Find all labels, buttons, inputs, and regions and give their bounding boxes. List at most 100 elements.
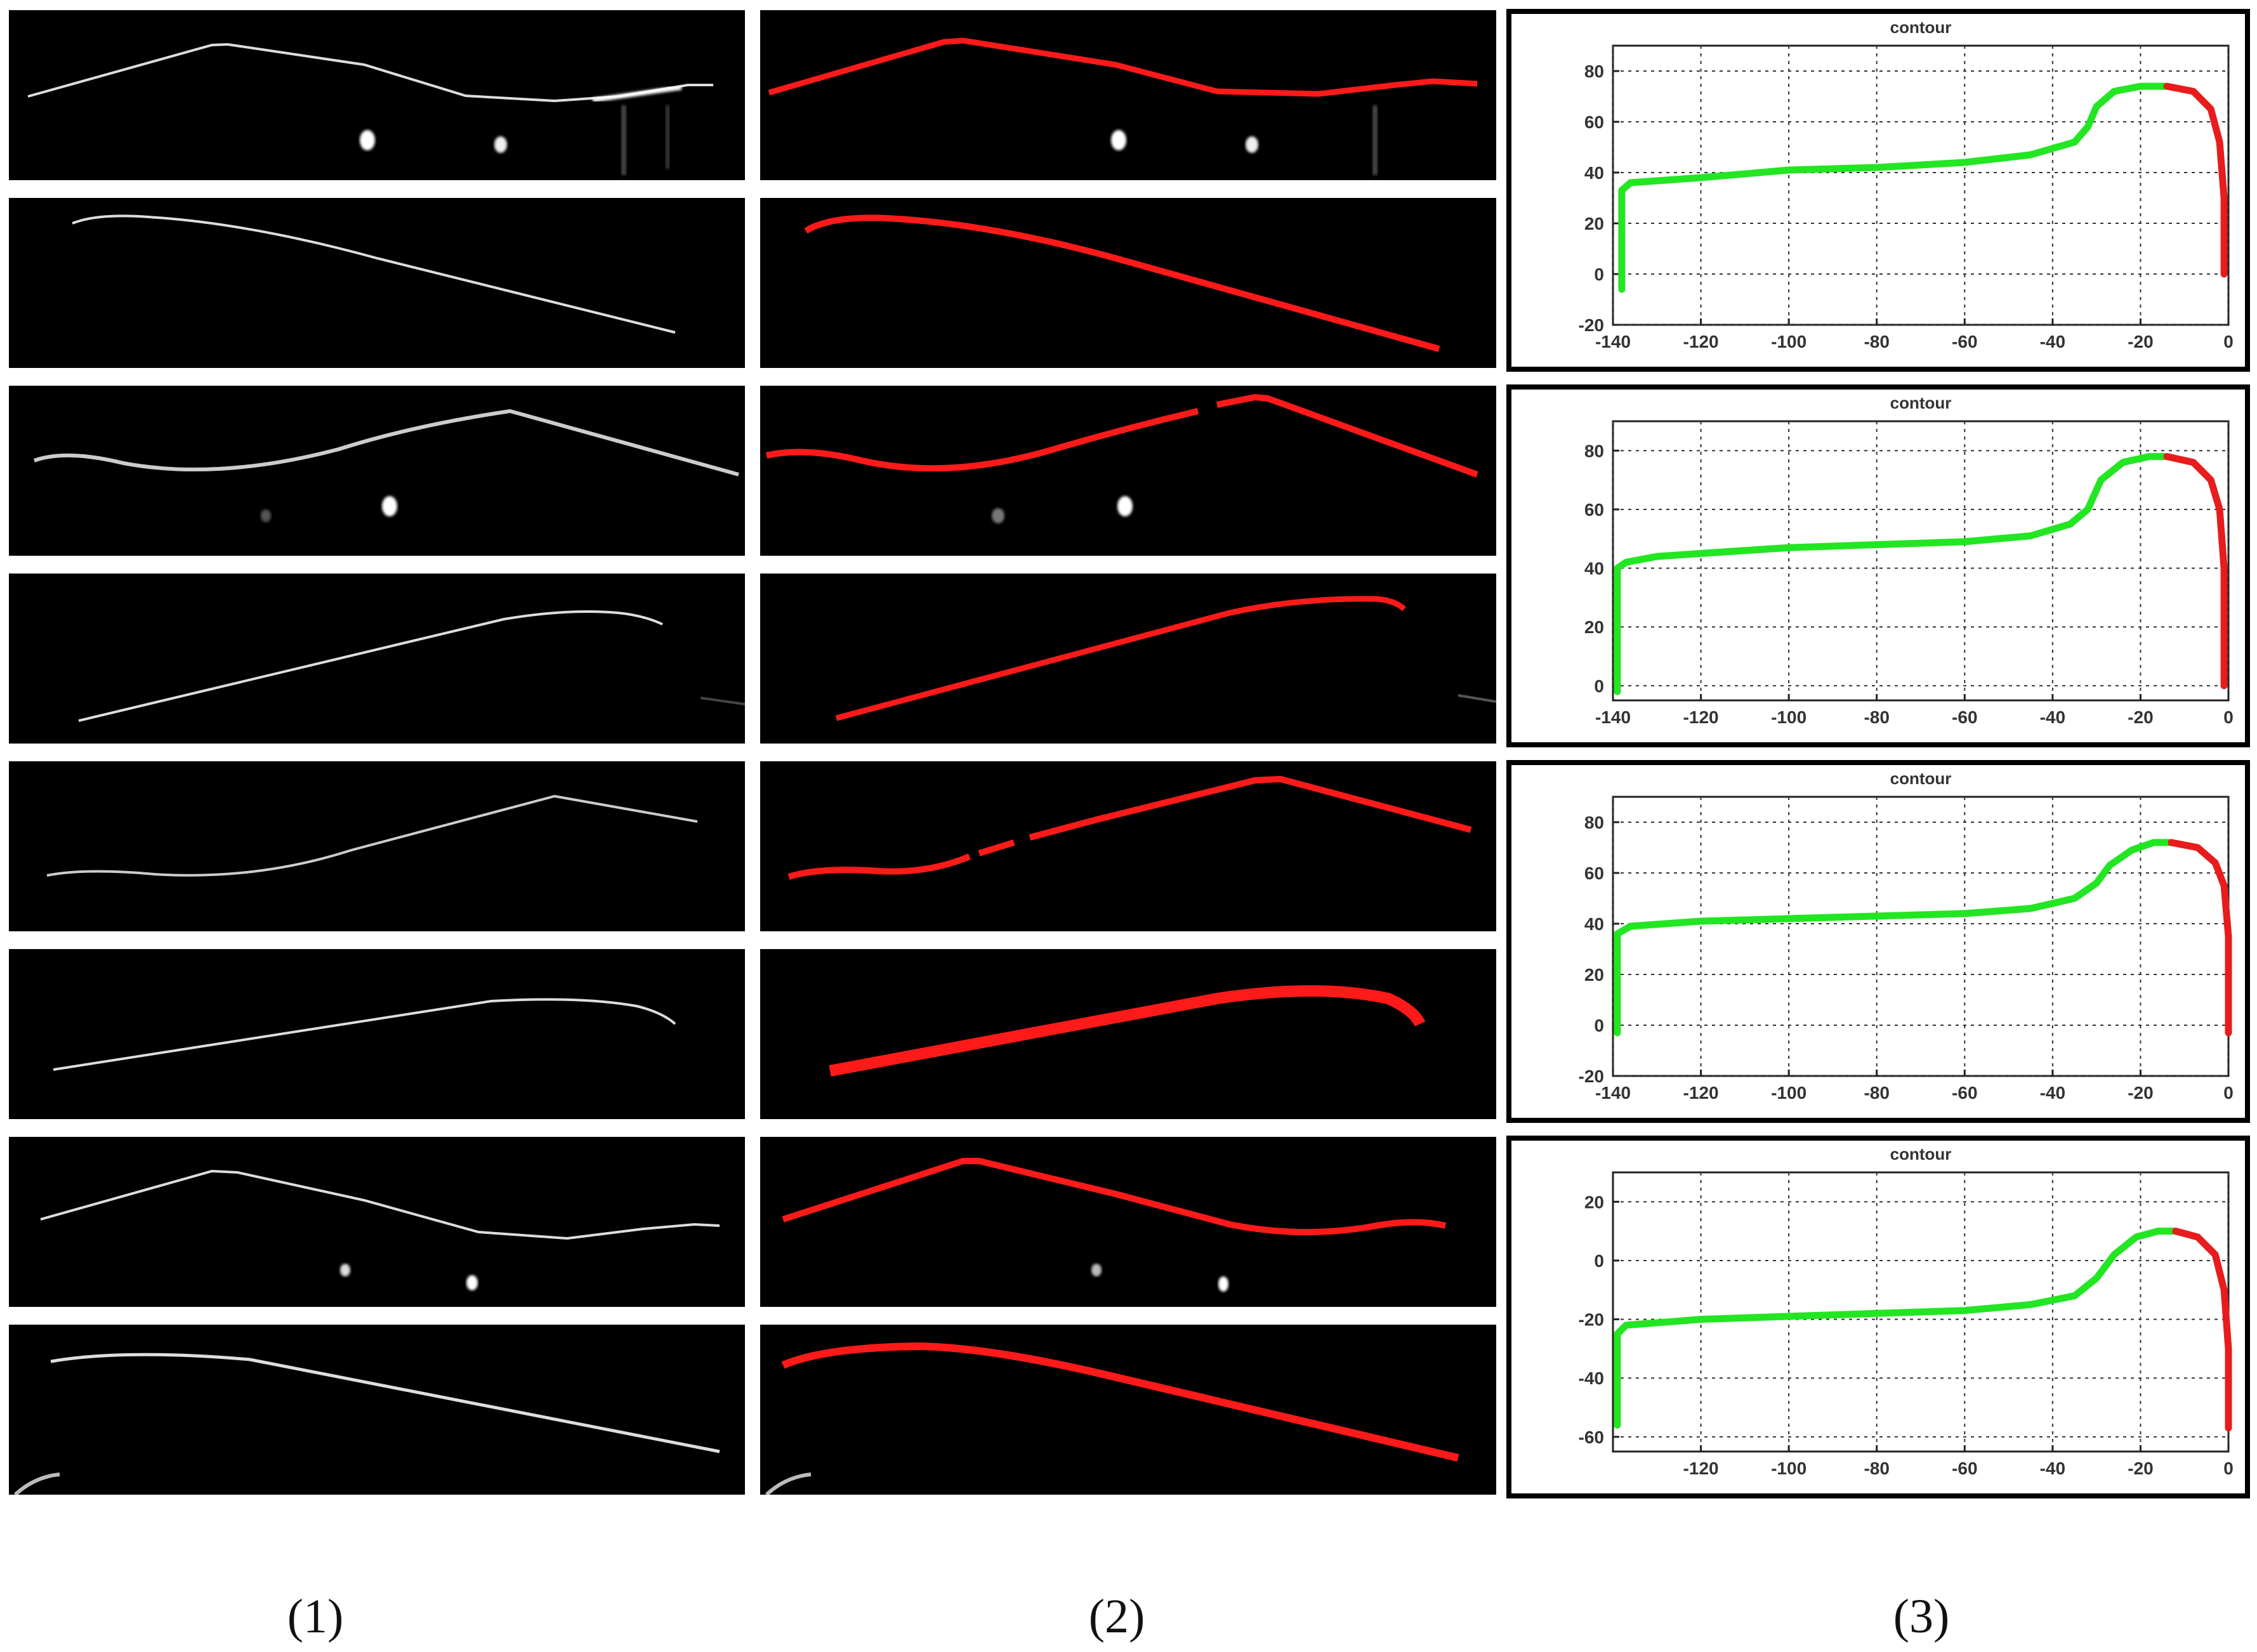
x-tick-label: -120 xyxy=(1683,332,1719,351)
caption-column-2: (2) xyxy=(1088,1590,1145,1643)
extracted-line xyxy=(835,596,1407,721)
contour-plot-3: contour -140 -120 -100 -80 -60 -40 -20 0 -20 0 20 40… xyxy=(1506,760,2250,1123)
contour-series-green xyxy=(1618,82,2171,293)
plot-area xyxy=(1612,420,2230,702)
laser-line xyxy=(27,43,713,103)
contour-plot-svg: contour -140 -120 -100 -80 -60 -40 -20 0 0 20 40 60 8… xyxy=(1584,393,2234,727)
y-tick-label: 80 xyxy=(1584,813,1604,832)
plot-area xyxy=(1612,796,2230,1077)
x-tick-label: -100 xyxy=(1771,707,1806,727)
y-tick-label: 80 xyxy=(1584,441,1604,461)
extracted-line xyxy=(781,1342,1459,1462)
x-tick-label: -140 xyxy=(1595,1083,1631,1103)
reflection-spot xyxy=(340,1264,350,1276)
reflection-spot xyxy=(382,496,397,516)
stray-light xyxy=(700,697,745,705)
extracted-image-5 xyxy=(760,761,1496,931)
extracted-line xyxy=(804,214,1440,352)
y-tick-label: -20 xyxy=(1579,1310,1604,1330)
raw-image-2 xyxy=(9,198,745,368)
x-tick-label: -140 xyxy=(1595,332,1631,351)
x-tick-label: -40 xyxy=(2040,332,2065,351)
laser-line xyxy=(33,409,739,476)
laser-line xyxy=(40,1169,720,1240)
x-tick-label: -120 xyxy=(1683,1083,1719,1103)
x-tick-label: -80 xyxy=(1864,1459,1889,1478)
x-tick-label: -20 xyxy=(2128,332,2153,351)
laser-line xyxy=(53,998,676,1071)
x-tick-label: -120 xyxy=(1683,1459,1719,1478)
x-tick-label: -80 xyxy=(1864,707,1889,727)
reflection-spot xyxy=(261,509,271,522)
contour-series-green xyxy=(1614,453,2171,695)
contour-series-red xyxy=(2163,453,2228,690)
laser-line xyxy=(72,214,676,334)
extracted-image-3 xyxy=(760,386,1496,556)
contour-plot-svg: contour -140 -120 -100 -80 -60 -40 -20 0 -20 0 20 40… xyxy=(1579,769,2234,1103)
plot-title: contour xyxy=(1890,769,1952,788)
y-tick-label: 60 xyxy=(1584,112,1604,132)
y-tick-label: 80 xyxy=(1584,62,1604,81)
raw-image-4 xyxy=(9,574,745,744)
laser-line xyxy=(46,794,698,877)
raw-image-3 xyxy=(9,386,745,556)
contour-series-red xyxy=(2168,839,2232,1037)
plot-title: contour xyxy=(1890,18,1952,37)
plot-title: contour xyxy=(1890,393,1952,412)
y-tick-label: 0 xyxy=(1594,265,1604,284)
extracted-image-2 xyxy=(760,198,1496,368)
y-tick-label: 60 xyxy=(1584,863,1604,883)
x-tick-label: -60 xyxy=(1952,707,1977,727)
extracted-image-8 xyxy=(760,1325,1496,1495)
laser-line xyxy=(50,1353,720,1453)
laser-glare xyxy=(592,85,682,103)
x-tick-label: -100 xyxy=(1771,1459,1806,1478)
contour-plot-4: contour -120 -100 -80 -60 -40 -20 0 -60 -40 -20 0 20 xyxy=(1506,1136,2250,1498)
raw-image-6 xyxy=(9,949,745,1119)
raw-image-1 xyxy=(9,10,745,180)
x-tick-label: 0 xyxy=(2223,707,2234,727)
x-tick-label: -20 xyxy=(2128,1459,2153,1478)
plot-title: contour xyxy=(1890,1144,1952,1164)
y-tick-label: 20 xyxy=(1584,1192,1604,1212)
y-tick-label: 60 xyxy=(1584,500,1604,520)
extracted-line xyxy=(765,408,1199,472)
x-tick-label: 0 xyxy=(2223,332,2234,351)
x-tick-label: -20 xyxy=(2128,1083,2153,1103)
y-tick-label: -40 xyxy=(1579,1368,1604,1388)
y-tick-label: 40 xyxy=(1584,163,1604,183)
extracted-line xyxy=(782,1158,1447,1236)
raw-image-5 xyxy=(9,761,745,931)
x-tick-label: -100 xyxy=(1771,1083,1806,1103)
y-tick-label: -20 xyxy=(1579,1066,1604,1086)
reflection-spot xyxy=(494,136,507,153)
raw-image-7 xyxy=(9,1137,745,1307)
y-tick-label: 20 xyxy=(1584,214,1604,233)
reflection-spot xyxy=(466,1275,478,1290)
reflection-spot xyxy=(360,130,375,150)
y-tick-label: -20 xyxy=(1579,315,1604,335)
x-tick-label: -100 xyxy=(1771,332,1806,351)
stray-light xyxy=(666,105,669,169)
extracted-line xyxy=(1216,393,1478,478)
x-tick-label: -60 xyxy=(1952,332,1977,351)
x-tick-label: -20 xyxy=(2128,707,2153,727)
x-tick-label: -40 xyxy=(2040,1459,2065,1478)
extracted-image-1 xyxy=(760,10,1496,180)
contour-series-red xyxy=(2172,1228,2232,1432)
x-tick-label: -80 xyxy=(1864,1083,1889,1103)
extracted-line xyxy=(787,853,971,880)
contour-series-green xyxy=(1614,1228,2180,1429)
laser-line xyxy=(78,610,663,722)
extracted-image-7 xyxy=(760,1137,1496,1307)
y-tick-label: 0 xyxy=(1594,1016,1604,1035)
extracted-image-4 xyxy=(760,574,1496,744)
x-tick-label: -120 xyxy=(1683,707,1719,727)
stray-light xyxy=(13,1472,60,1495)
y-tick-label: -60 xyxy=(1579,1427,1604,1447)
x-tick-label: 0 xyxy=(2223,1083,2234,1103)
contour-plot-1: contour -140 -120 -100 -80 -60 -40 -20 0 -20 0 20 40… xyxy=(1506,9,2250,372)
contour-series-green xyxy=(1614,839,2175,1037)
extracted-line xyxy=(978,775,1472,856)
x-tick-label: -80 xyxy=(1864,332,1889,351)
